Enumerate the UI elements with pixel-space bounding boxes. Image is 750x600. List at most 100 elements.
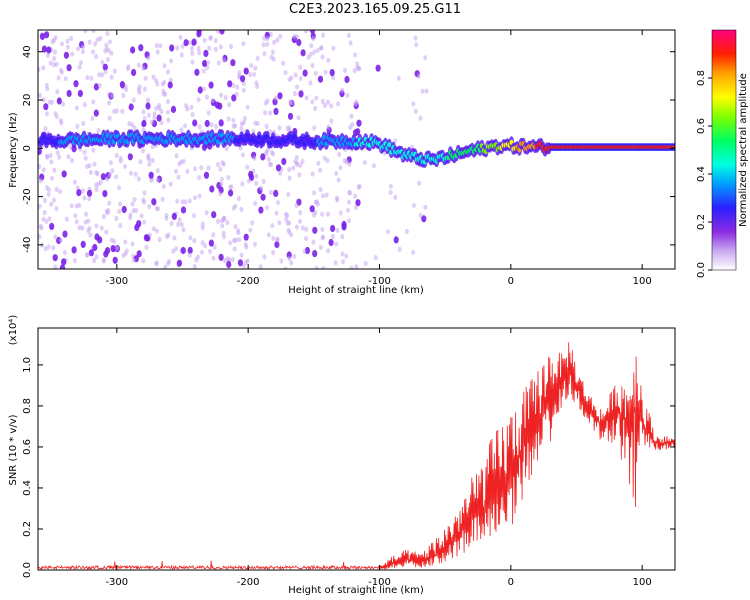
snr-y-unit: (x10⁴) [8,315,19,346]
noise-speckle [308,80,313,86]
noise-speckle [61,101,66,107]
noise-speckle [277,92,283,100]
noise-speckle [353,204,358,211]
snr-y-tick-label: 0.8 [22,398,33,414]
noise-speckle [197,175,202,181]
noise-speckle [100,72,105,78]
colorbar-gradient [711,29,737,271]
noise-speckle [344,253,349,259]
noise-speckle [91,30,96,34]
noise-speckle [245,104,250,110]
noise-speckle [313,210,318,216]
noise-speckle [161,183,166,190]
noise-speckle [278,33,283,39]
noise-speckle [313,70,318,76]
noise-speckle [183,199,188,205]
noise-speckle [93,83,99,91]
noise-speckle [66,64,72,72]
noise-speckle [239,126,244,132]
noise-speckle [90,115,95,121]
noise-speckle [345,92,350,98]
noise-speckle [151,198,157,206]
noise-speckle [157,102,162,109]
noise-speckle [340,233,345,240]
noise-speckle [128,212,133,218]
noise-speckle [41,65,46,71]
noise-speckle [150,144,155,150]
noise-speckle [142,86,147,92]
noise-speckle [237,259,243,267]
spectrogram-y-tick-label: 40 [22,45,33,58]
noise-speckle [287,167,291,173]
noise-speckle [328,238,334,247]
noise-speckle [70,157,74,164]
noise-speckle [287,175,292,181]
noise-speckle [335,227,340,233]
noise-speckle [73,213,78,219]
noise-speckle [101,213,106,220]
noise-speckle [133,171,138,177]
noise-speckle [112,256,118,264]
noise-speckle [260,153,266,161]
noise-speckle [114,152,119,159]
noise-speckle [38,92,42,98]
noise-speckle [53,264,58,269]
noise-speckle [222,258,227,264]
spectrogram-frame [37,29,676,270]
noise-speckle [204,210,209,216]
noise-speckle [312,190,317,196]
noise-speckle [397,246,402,252]
spectrogram-y-tick-label: 0 [22,145,33,151]
noise-speckle [85,163,90,169]
noise-speckle [262,51,267,57]
noise-speckle [164,215,169,221]
noise-speckle [121,205,127,214]
noise-speckle [70,51,75,57]
noise-speckle [219,176,224,182]
snr-x-label: Height of straight line (km) [288,585,424,596]
noise-speckle [349,113,354,119]
noise-speckle [203,171,210,179]
noise-speckle [45,154,50,160]
noise-speckle [179,127,184,133]
noise-speckle [295,84,299,90]
noise-speckle [233,237,238,243]
noise-speckle [180,246,186,255]
noise-speckle [283,211,288,217]
noise-speckle [231,94,237,102]
noise-speckle [85,252,90,258]
noise-speckle [245,258,250,264]
noise-speckle [52,167,57,173]
noise-speckle [94,223,99,229]
noise-speckle [329,118,334,124]
noise-speckle [292,253,297,259]
noise-speckle [220,218,224,224]
noise-speckle [244,244,249,250]
noise-speckle [285,220,290,226]
noise-speckle [117,208,122,214]
noise-speckle [224,145,229,152]
noise-speckle [296,38,302,47]
noise-speckle [303,30,308,34]
noise-speckle [269,149,274,155]
noise-speckle [347,199,351,205]
snr-y-label: SNR (10 * v/v) [8,414,19,485]
noise-speckle [118,158,123,164]
noise-speckle [318,187,323,193]
noise-speckle [344,75,350,84]
noise-speckle [273,107,279,115]
noise-speckle [179,222,184,228]
noise-speckle [190,50,195,57]
noise-speckle [310,99,315,105]
noise-speckle [231,117,236,123]
noise-speckle [141,119,147,128]
noise-speckle [167,81,173,89]
snr-x-tick-label: 0 [508,577,514,588]
noise-speckle [191,38,197,46]
noise-speckle [109,74,114,80]
noise-speckle [373,255,378,261]
noise-speckle [103,69,108,75]
noise-speckle [268,189,273,195]
noise-speckle [298,64,303,70]
noise-speckle [211,211,217,219]
